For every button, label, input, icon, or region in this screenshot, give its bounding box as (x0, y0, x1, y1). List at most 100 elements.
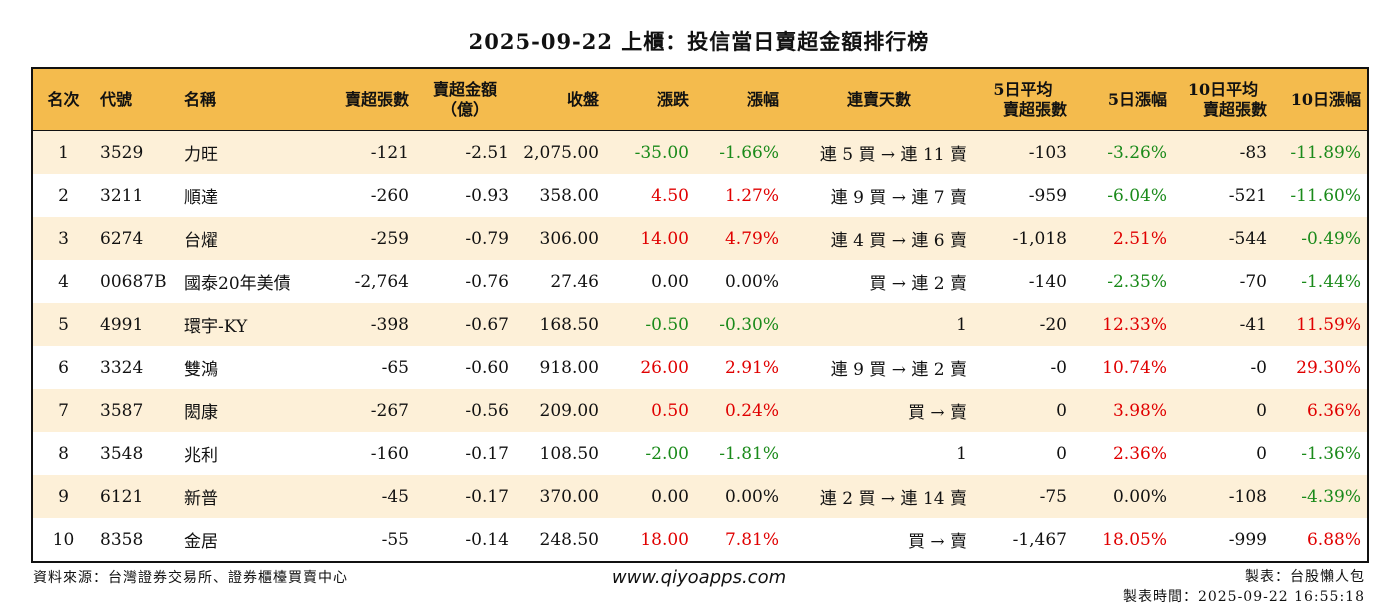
cell-name: 台燿 (178, 217, 323, 260)
page-title: 2025-09-22 上櫃：投信當日賣超金額排行榜 (468, 29, 930, 54)
cell-code: 3587 (94, 389, 178, 432)
col-header-avg10: 10日平均 賣超張數 (1173, 68, 1273, 131)
col-header-sell-amount: 賣超金額 （億） (415, 68, 515, 131)
cell-streak: 連 9 買 → 連 2 賣 (785, 346, 973, 389)
cell-rank: 6 (32, 346, 94, 389)
cell-change: 14.00 (605, 217, 695, 260)
cell-pct5: -2.35% (1073, 260, 1173, 303)
cell-close: 27.46 (515, 260, 605, 303)
cell-change: 4.50 (605, 174, 695, 217)
col-header-pct10: 10日漲幅 (1273, 68, 1368, 131)
maker-label: 製表：台股懶人包 (1245, 569, 1365, 585)
cell-code: 00687B (94, 260, 178, 303)
cell-rank: 2 (32, 174, 94, 217)
cell-avg10: 0 (1173, 432, 1273, 475)
cell-rank: 5 (32, 303, 94, 346)
timestamp: 製表時間：2025-09-22 16:55:18 (1122, 589, 1365, 605)
cell-pct: 0.24% (695, 389, 785, 432)
cell-avg5: 0 (973, 432, 1073, 475)
table-row: 5 4991 環宇-KY -398 -0.67 168.50 -0.50 -0.30% 1 -20… (32, 303, 1368, 346)
col-header-name: 名稱 (178, 68, 323, 131)
cell-sell-amount: -0.17 (415, 432, 515, 475)
cell-avg5: -103 (973, 130, 1073, 174)
cell-sell-amount: -0.76 (415, 260, 515, 303)
table-row: 9 6121 新普 -45 -0.17 370.00 0.00 0.00% 連 2 買 → 連 … (32, 475, 1368, 518)
table-row: 8 3548 兆利 -160 -0.17 108.50 -2.00 -1.81% 1 0 2.36%… (32, 432, 1368, 475)
cell-pct10: -11.89% (1273, 130, 1368, 174)
cell-pct: 0.00% (695, 260, 785, 303)
cell-sell-amount: -0.67 (415, 303, 515, 346)
table-row: 7 3587 閎康 -267 -0.56 209.00 0.50 0.24% 買 → 賣 0 3.9… (32, 389, 1368, 432)
cell-avg5: -20 (973, 303, 1073, 346)
cell-code: 4991 (94, 303, 178, 346)
cell-change: 0.00 (605, 475, 695, 518)
cell-sell-amount: -0.56 (415, 389, 515, 432)
table-row: 2 3211 順達 -260 -0.93 358.00 4.50 1.27% 連 9 買 → 連… (32, 174, 1368, 217)
col-header-avg5: 5日平均 賣超張數 (973, 68, 1073, 131)
cell-streak: 買 → 賣 (785, 518, 973, 562)
cell-change: -2.00 (605, 432, 695, 475)
cell-close: 370.00 (515, 475, 605, 518)
cell-streak: 連 4 買 → 連 6 賣 (785, 217, 973, 260)
cell-avg10: -70 (1173, 260, 1273, 303)
table-row: 1 3529 力旺 -121 -2.51 2,075.00 -35.00 -1.66% 連 5 … (32, 130, 1368, 174)
cell-pct10: 11.59% (1273, 303, 1368, 346)
col-header-change: 漲跌 (605, 68, 695, 131)
col-header-streak: 連賣天數 (785, 68, 973, 131)
cell-sell-lots: -121 (323, 130, 415, 174)
cell-avg5: -0 (973, 346, 1073, 389)
col-header-code: 代號 (94, 68, 178, 131)
footer-meta: 製表：台股懶人包 製表時間：2025-09-22 16:55:18 (1123, 567, 1365, 607)
website-link[interactable]: www.qiyoapps.com (611, 567, 787, 588)
cell-name: 新普 (178, 475, 323, 518)
cell-sell-lots: -2,764 (323, 260, 415, 303)
cell-streak: 連 5 買 → 連 11 賣 (785, 130, 973, 174)
cell-rank: 9 (32, 475, 94, 518)
cell-avg10: -83 (1173, 130, 1273, 174)
cell-pct: -0.30% (695, 303, 785, 346)
cell-pct10: -1.36% (1273, 432, 1368, 475)
cell-name: 雙鴻 (178, 346, 323, 389)
cell-rank: 8 (32, 432, 94, 475)
cell-code: 8358 (94, 518, 178, 562)
cell-sell-amount: -0.93 (415, 174, 515, 217)
cell-pct10: 29.30% (1273, 346, 1368, 389)
cell-close: 209.00 (515, 389, 605, 432)
cell-pct: 2.91% (695, 346, 785, 389)
cell-change: 0.50 (605, 389, 695, 432)
cell-close: 358.00 (515, 174, 605, 217)
cell-streak: 買 → 連 2 賣 (785, 260, 973, 303)
cell-change: -0.50 (605, 303, 695, 346)
cell-name: 順達 (178, 174, 323, 217)
cell-streak: 連 9 買 → 連 7 賣 (785, 174, 973, 217)
table-body: 1 3529 力旺 -121 -2.51 2,075.00 -35.00 -1.66% 連 5 … (32, 130, 1368, 562)
cell-close: 108.50 (515, 432, 605, 475)
cell-pct: 7.81% (695, 518, 785, 562)
cell-close: 918.00 (515, 346, 605, 389)
cell-sell-amount: -0.14 (415, 518, 515, 562)
ranking-table: 名次 代號 名稱 賣超張數 賣超金額 （億） 收盤 漲跌 漲幅 連賣天數 5日平… (31, 67, 1369, 563)
cell-sell-lots: -45 (323, 475, 415, 518)
cell-pct10: -0.49% (1273, 217, 1368, 260)
cell-pct: -1.81% (695, 432, 785, 475)
cell-close: 168.50 (515, 303, 605, 346)
cell-pct5: -3.26% (1073, 130, 1173, 174)
cell-avg10: -544 (1173, 217, 1273, 260)
cell-pct10: 6.36% (1273, 389, 1368, 432)
cell-sell-amount: -0.17 (415, 475, 515, 518)
cell-rank: 1 (32, 130, 94, 174)
table-row: 10 8358 金居 -55 -0.14 248.50 18.00 7.81% 買 → 賣 -1,… (32, 518, 1368, 562)
cell-avg10: 0 (1173, 389, 1273, 432)
cell-avg10: -521 (1173, 174, 1273, 217)
col-header-avg5-line2: 賣超張數 (1002, 99, 1067, 119)
table-header: 名次 代號 名稱 賣超張數 賣超金額 （億） 收盤 漲跌 漲幅 連賣天數 5日平… (32, 68, 1368, 131)
cell-change: 0.00 (605, 260, 695, 303)
cell-pct: 0.00% (695, 475, 785, 518)
cell-sell-amount: -0.60 (415, 346, 515, 389)
col-header-pct5: 5日漲幅 (1073, 68, 1173, 131)
cell-change: 26.00 (605, 346, 695, 389)
cell-sell-amount: -2.51 (415, 130, 515, 174)
cell-sell-lots: -398 (323, 303, 415, 346)
cell-sell-lots: -259 (323, 217, 415, 260)
cell-pct5: 2.36% (1073, 432, 1173, 475)
